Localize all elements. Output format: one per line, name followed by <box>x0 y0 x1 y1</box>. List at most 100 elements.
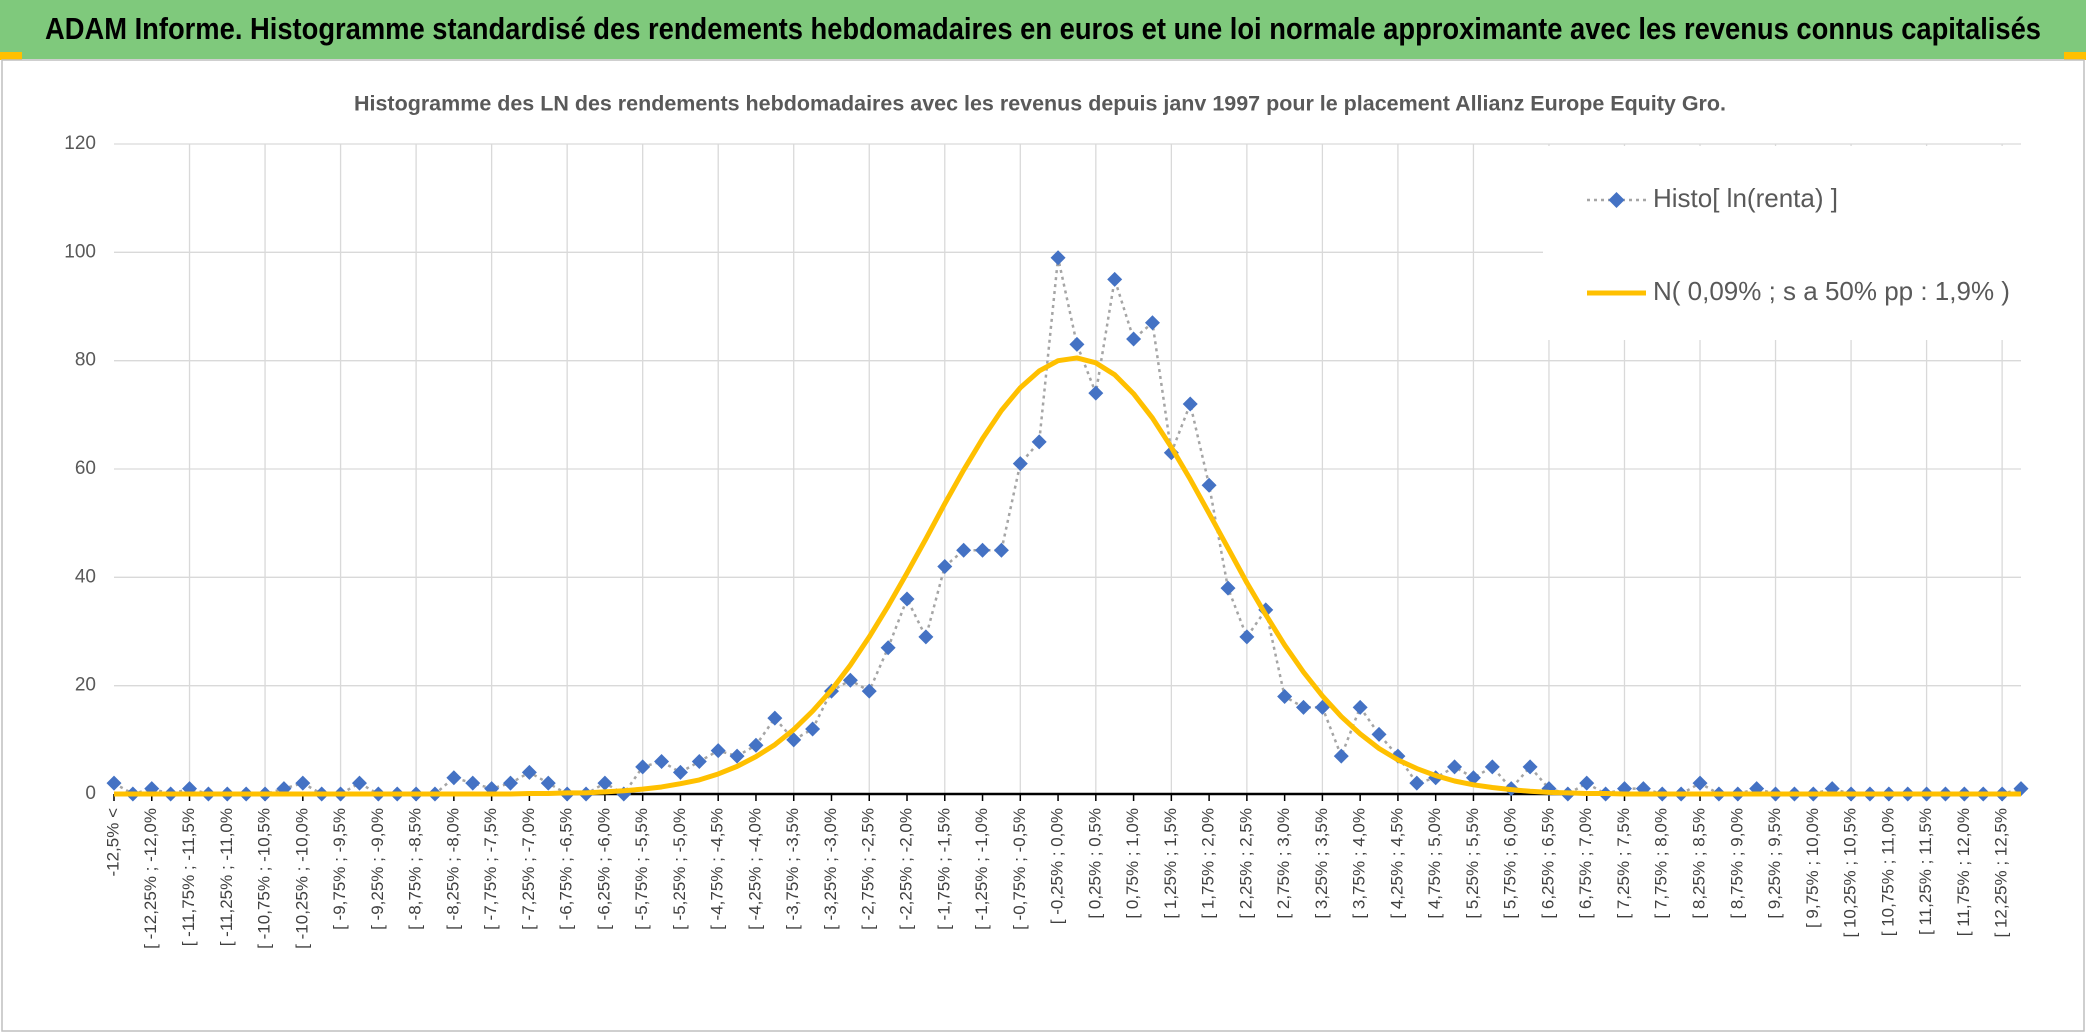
data-point <box>956 542 972 558</box>
data-point <box>880 640 896 656</box>
data-point <box>729 748 745 764</box>
x-tick-label: [ 7,25% ; 7,5% <box>1614 808 1633 919</box>
data-point <box>786 732 802 748</box>
x-tick-label: [ 5,75% ; 6,0% <box>1501 808 1520 919</box>
x-tick-label: [ -0,75% ; -0,5% <box>1010 808 1029 930</box>
data-point <box>691 754 707 769</box>
data-point <box>748 737 764 753</box>
data-point <box>805 721 821 737</box>
data-point <box>672 764 688 780</box>
x-tick-label: [ -9,75% ; -9,5% <box>330 808 349 930</box>
x-tick-label: [ 8,75% ; 9,0% <box>1727 808 1746 919</box>
data-point <box>1107 271 1123 287</box>
x-tick-label: [ 9,75% ; 10,0% <box>1803 808 1822 928</box>
chart-title: Histogramme des LN des rendements hebdom… <box>354 93 1726 116</box>
legend-label: N( 0,09% ; s a 50% pp : 1,9% ) <box>1653 276 2010 306</box>
x-tick-label: [ -5,75% ; -5,5% <box>632 808 651 930</box>
x-tick-label: [ -11,25% ; -11,0% <box>217 808 236 946</box>
data-point <box>861 683 877 699</box>
data-point <box>842 672 858 688</box>
y-tick-label: 0 <box>85 783 96 804</box>
legend-label: Histo[ ln(renta) ] <box>1653 183 1838 213</box>
data-point <box>654 754 670 769</box>
page-title: ADAM Informe. Histogramme standardisé de… <box>45 11 2041 46</box>
data-point <box>1579 775 1595 791</box>
x-tick-label: [ -1,75% ; -1,5% <box>934 808 953 930</box>
x-tick-label: [ -6,75% ; -6,5% <box>557 808 576 930</box>
y-tick-label: 120 <box>64 133 96 154</box>
data-point <box>1088 385 1104 401</box>
x-tick-label: [ -6,25% ; -6,0% <box>594 808 613 930</box>
x-tick-label: [ -9,25% ; -9,0% <box>368 808 387 930</box>
x-tick-label: [ -10,75% ; -10,5% <box>255 808 274 949</box>
data-point <box>767 710 783 726</box>
data-point <box>1239 629 1255 645</box>
data-point <box>597 775 613 791</box>
x-tick-label: [ -0,25% ; 0,0% <box>1048 808 1067 924</box>
x-tick-label: [ 0,75% ; 1,0% <box>1123 808 1142 919</box>
x-tick-label: -12,5% < <box>103 808 122 877</box>
y-tick-label: 20 <box>75 675 96 696</box>
data-point <box>1409 775 1425 791</box>
data-point <box>1277 689 1293 704</box>
x-tick-label: [ 6,25% ; 6,5% <box>1538 808 1557 919</box>
x-tick-label: [ 3,75% ; 4,0% <box>1350 808 1369 919</box>
x-tick-label: [ -1,25% ; -1,0% <box>972 808 991 930</box>
data-point <box>975 542 991 558</box>
data-point <box>465 775 481 791</box>
x-tick-label: [ -7,75% ; -7,5% <box>481 808 500 930</box>
legend-box <box>1543 146 2021 340</box>
data-point <box>635 759 651 775</box>
x-tick-label: [ 2,25% ; 2,5% <box>1236 808 1255 919</box>
data-point <box>1522 759 1538 775</box>
data-point <box>1692 775 1708 791</box>
data-point <box>540 775 556 791</box>
data-point <box>1447 759 1463 775</box>
data-point <box>1484 759 1500 775</box>
x-tick-label: [ 9,25% ; 9,5% <box>1765 808 1784 919</box>
series <box>114 355 2021 797</box>
x-tick-label: [ 0,25% ; 0,5% <box>1085 808 1104 919</box>
y-tick-label: 60 <box>75 458 96 479</box>
data-point <box>1220 580 1236 596</box>
data-point <box>1144 315 1160 331</box>
x-tick-label: [ -8,25% ; -8,0% <box>443 808 462 930</box>
data-point <box>710 743 726 759</box>
x-tick-label: [ 11,75% ; 12,0% <box>1954 808 1973 936</box>
x-tick-label: [ 10,75% ; 11,0% <box>1878 808 1897 936</box>
x-tick-label: [ 4,75% ; 5,0% <box>1425 808 1444 919</box>
legend-marker <box>1608 192 1625 208</box>
data-point <box>1296 699 1312 715</box>
corner-accent <box>0 52 22 60</box>
x-tick-label: [ -2,75% ; -2,5% <box>859 808 878 930</box>
header-band <box>0 0 2086 59</box>
x-tick-label: [ -4,75% ; -4,5% <box>708 808 727 930</box>
x-tick-label: [ 2,75% ; 3,0% <box>1274 808 1293 919</box>
x-tick-label: [ 1,25% ; 1,5% <box>1161 808 1180 919</box>
data-point <box>1352 699 1368 715</box>
x-tick-label: [ 6,75% ; 7,0% <box>1576 808 1595 919</box>
x-tick-label: [ 12,25% ; 12,5% <box>1992 808 2011 937</box>
data-point <box>521 764 537 780</box>
x-tick-label: [ 8,25% ; 8,5% <box>1690 808 1709 919</box>
x-tick-label: [ 5,25% ; 5,5% <box>1463 808 1482 919</box>
x-tick-label: [ -3,75% ; -3,5% <box>783 808 802 930</box>
data-point <box>1012 456 1028 472</box>
chart-border <box>1 59 2085 1032</box>
x-tick-label: [ 11,25% ; 11,5% <box>1916 808 1935 935</box>
data-point <box>993 542 1009 558</box>
legend: Histo[ ln(renta) ] N( 0,09% ; s a 50% pp … <box>1543 146 2021 340</box>
x-tick-label: [ -4,25% ; -4,0% <box>745 808 764 930</box>
x-tick-label: [ -11,75% ; -11,5% <box>179 808 198 946</box>
x-tick-label: [ -8,75% ; -8,5% <box>406 808 425 930</box>
x-tick-label: [ 10,25% ; 10,5% <box>1841 808 1860 937</box>
data-point <box>106 775 122 791</box>
x-tick-label: [ -5,25% ; -5,0% <box>670 808 689 930</box>
data-point <box>295 775 311 791</box>
data-point <box>1031 434 1047 450</box>
x-tick-label: [ -12,25% ; -12,0% <box>141 808 160 949</box>
data-point <box>503 775 519 791</box>
x-tick-label: [ -10,25% ; -10,0% <box>292 808 311 949</box>
